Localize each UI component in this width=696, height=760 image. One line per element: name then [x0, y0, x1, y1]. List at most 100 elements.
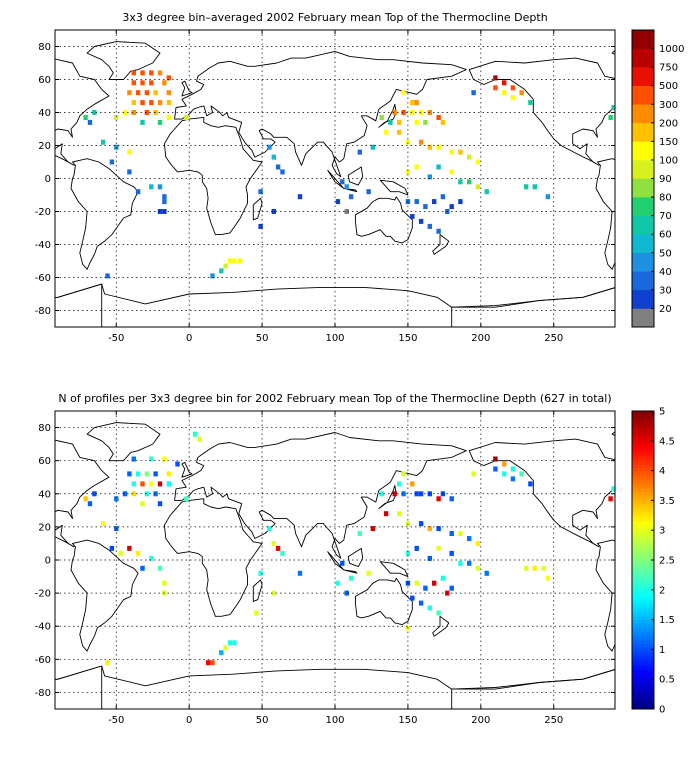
data-cell	[149, 184, 154, 190]
colorbar-segment	[632, 524, 654, 528]
x-tick-label: 150	[398, 333, 417, 344]
data-cell	[271, 541, 276, 546]
data-cell	[449, 149, 454, 155]
coastline	[163, 116, 263, 236]
colorbar-label: 0	[659, 705, 665, 716]
colorbar-label: 30	[659, 285, 672, 296]
chart-panel-1: -50 0 50 100 150 200 250 -80 -60 -40 -20 0 20 40 60 80 3…	[35, 11, 685, 344]
data-cell	[227, 258, 233, 264]
y-tick-label: 60	[38, 456, 51, 467]
data-cell	[532, 184, 537, 190]
data-cell	[105, 273, 110, 279]
x-tick-label: 150	[398, 715, 417, 726]
data-cell	[471, 90, 476, 96]
colorbar-segment	[632, 497, 654, 501]
colorbar-segment	[632, 649, 654, 653]
data-cell	[149, 70, 154, 76]
colorbar-segment	[632, 434, 654, 439]
colorbar-segment	[632, 592, 654, 597]
colorbar-segment	[632, 122, 654, 142]
y-tick-label: 40	[38, 489, 51, 500]
colorbar-segment	[632, 509, 654, 513]
x-tick-label: 100	[325, 715, 344, 726]
data-cell	[192, 431, 198, 437]
data-cell	[427, 605, 432, 611]
data-cell	[153, 471, 158, 477]
data-cell	[127, 90, 132, 96]
colorbar-segment	[632, 601, 654, 606]
data-cell	[414, 545, 419, 551]
data-cell	[275, 545, 281, 551]
colorbar-segment	[632, 574, 654, 579]
colorbar-segment	[632, 252, 654, 272]
coastline	[354, 196, 413, 244]
x-tick-label: 250	[544, 715, 563, 726]
colorbar-segment	[632, 676, 654, 680]
data-cell	[401, 471, 406, 477]
data-cell	[344, 184, 349, 190]
colorbar-segment	[632, 234, 654, 254]
data-cell	[493, 75, 498, 81]
data-cell	[432, 580, 437, 586]
x-tick-label: 50	[256, 333, 269, 344]
colorbar-segment	[632, 628, 654, 632]
data-cell	[100, 521, 106, 527]
data-cell	[166, 471, 171, 477]
data-cell	[401, 110, 406, 115]
colorbar-segment	[632, 461, 654, 466]
data-cell	[440, 119, 446, 125]
data-cell	[267, 144, 272, 150]
data-cell	[135, 90, 141, 96]
colorbar-label: 3	[659, 526, 665, 537]
data-cell	[127, 169, 132, 175]
data-cell	[340, 179, 345, 185]
data-cell	[153, 90, 158, 96]
data-cell	[131, 70, 136, 76]
y-tick-label: -40	[35, 240, 51, 251]
colorbar-segment	[632, 482, 654, 486]
data-cell	[484, 189, 489, 195]
data-cell	[440, 194, 446, 200]
data-cell	[127, 545, 132, 551]
data-cell	[267, 526, 272, 532]
data-cell	[205, 660, 211, 666]
colorbar-segment	[632, 646, 654, 650]
x-tick-label: 200	[471, 715, 490, 726]
colorbar-segment	[632, 595, 654, 600]
data-cell	[414, 164, 419, 170]
data-cell	[271, 209, 276, 214]
colorbar-segment	[632, 542, 654, 546]
colorbar-segment	[632, 670, 654, 674]
colorbar-segment	[632, 554, 654, 558]
colorbar-segment	[632, 494, 654, 498]
coastline	[689, 499, 696, 617]
colorbar-segment	[632, 703, 654, 707]
data-cell	[410, 100, 415, 106]
data-cell	[87, 501, 93, 507]
data-cell	[410, 214, 415, 219]
map-layer	[55, 41, 615, 327]
colorbar-segment	[632, 518, 654, 522]
data-cell	[510, 85, 516, 91]
data-cell	[436, 610, 441, 616]
data-cell	[131, 491, 136, 497]
data-cell	[210, 273, 215, 279]
colorbar-segment	[632, 577, 654, 582]
data-cell	[197, 436, 202, 442]
x-tick-label: -50	[108, 333, 124, 344]
colorbar-segment	[632, 85, 654, 105]
data-cell	[493, 85, 498, 91]
data-cell	[493, 466, 498, 472]
data-cell	[449, 204, 454, 210]
y-tick-label: 60	[38, 75, 51, 86]
colorbar-label: 4.5	[659, 436, 675, 447]
data-cell	[114, 496, 119, 502]
data-cell	[131, 481, 136, 487]
data-cell	[523, 565, 529, 571]
data-cell	[219, 268, 224, 274]
colorbar-segment	[632, 625, 654, 629]
data-cell	[157, 70, 163, 76]
data-cell	[392, 110, 397, 115]
colorbar-segment	[632, 428, 654, 433]
